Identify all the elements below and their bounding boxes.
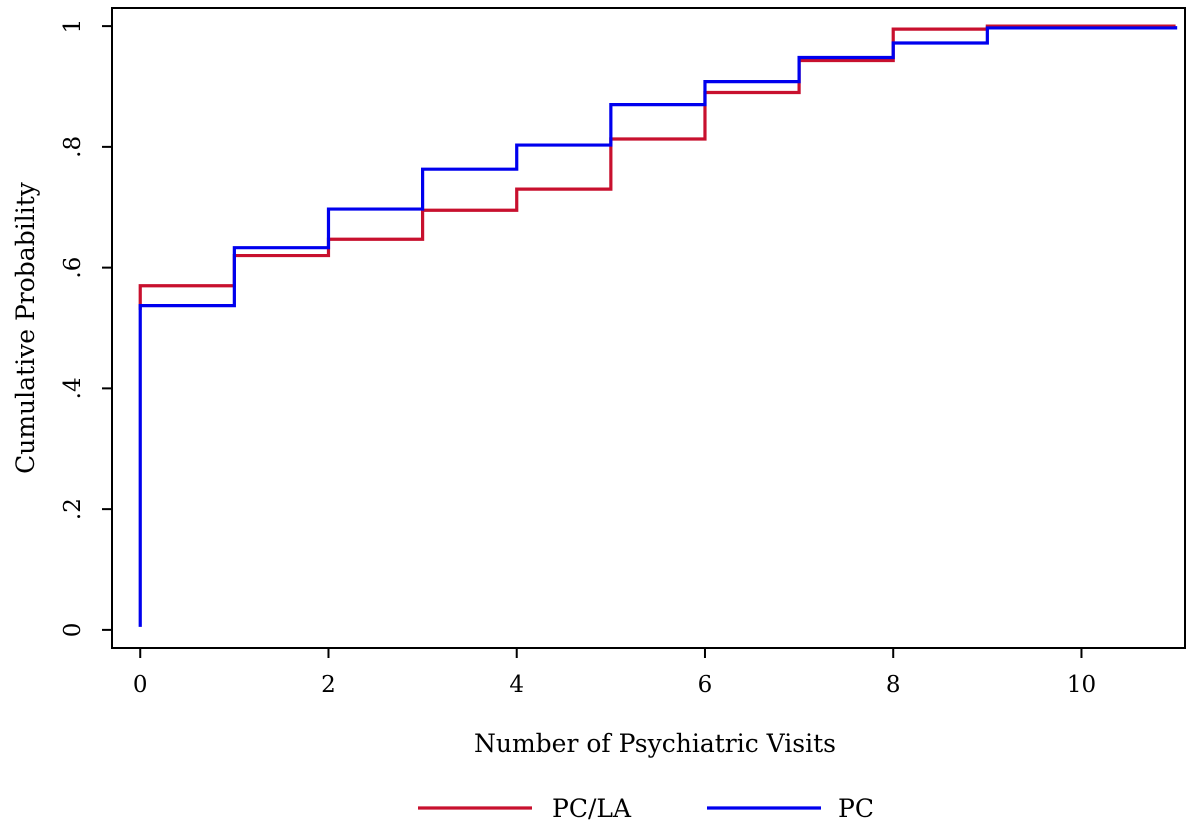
y-tick-label: .4 [60,377,86,399]
legend: PC/LA PC [418,794,874,823]
series-line-2 [138,26,1178,627]
axes: 0 2 4 6 8 10 0 .2 .4 .6 .8 1 [60,7,1186,698]
plot-lines [138,24,1178,627]
y-axis-title: Cumulative Probability [11,181,40,474]
legend-label-1: PC/LA [552,794,632,823]
x-axis-title: Number of Psychiatric Visits [474,729,836,758]
plot-frame [111,7,1186,649]
x-tick-label: 8 [886,672,901,698]
legend-label-2: PC [838,794,874,823]
y-tick-label: 0 [60,623,86,638]
x-tick-label: 4 [509,672,524,698]
y-tick-label: 1 [60,19,86,34]
y-tick-label: .2 [60,498,86,520]
series-line-1 [138,24,1176,310]
y-tick-label: .8 [60,136,86,158]
x-tick-label: 2 [321,672,336,698]
x-tick-label: 6 [698,672,713,698]
x-tick-label: 0 [133,672,148,698]
y-tick-label: .6 [60,257,86,279]
x-tick-label: 10 [1067,672,1096,698]
